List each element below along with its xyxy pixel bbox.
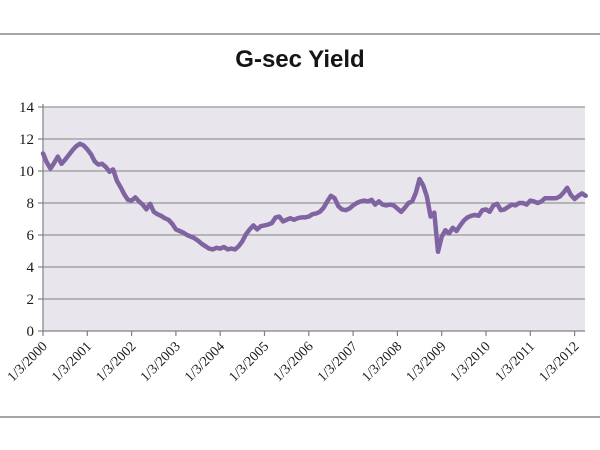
x-tick-label: 1/3/2012	[537, 339, 583, 385]
plot-area	[43, 107, 585, 331]
x-tick-label: 1/3/2001	[49, 339, 95, 385]
yield-series-line	[40, 141, 588, 255]
y-tick-label: 0	[27, 324, 35, 340]
y-tick-label: 12	[19, 132, 34, 148]
y-tick-label: 8	[27, 196, 35, 212]
bottom-divider	[0, 416, 600, 418]
x-tick-label: 1/3/2011	[493, 339, 538, 384]
x-tick-label: 1/3/2006	[271, 339, 317, 385]
chart-title: G-sec Yield	[235, 46, 365, 73]
y-tick-label: 14	[19, 100, 35, 116]
top-divider	[0, 33, 600, 35]
x-tick-label: 1/3/2009	[404, 339, 450, 385]
x-tick-label: 1/3/2005	[227, 339, 273, 385]
x-tick-label: 1/3/2002	[94, 339, 140, 385]
x-tick-label: 1/3/2010	[448, 339, 494, 385]
y-tick-label: 2	[27, 292, 35, 308]
x-tick-label: 1/3/2008	[359, 339, 405, 385]
x-tick-label: 1/3/2004	[182, 339, 228, 385]
x-tick-label: 1/3/2000	[5, 339, 51, 385]
y-tick-label: 6	[27, 228, 35, 244]
y-tick-label: 10	[19, 164, 34, 180]
y-tick-label: 4	[27, 260, 35, 276]
x-tick-label: 1/3/2007	[315, 339, 361, 385]
x-tick-label: 1/3/2003	[138, 339, 184, 385]
